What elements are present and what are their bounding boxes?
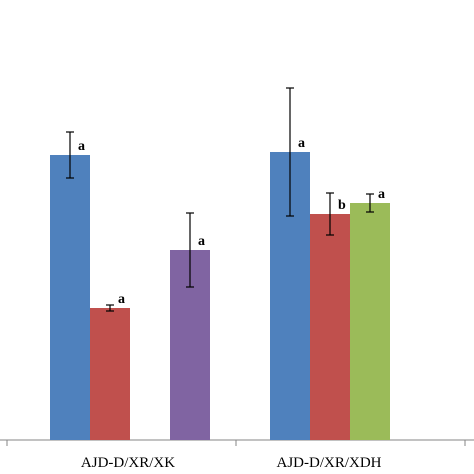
- category-label-1: AJD-D/XR/XK: [81, 455, 175, 471]
- bar-group: a: [50, 131, 90, 440]
- bar: [90, 308, 130, 440]
- significance-label: b: [338, 198, 346, 213]
- significance-label: a: [298, 136, 305, 151]
- bars-layer: a a a a b a: [50, 87, 390, 440]
- bar-group: a: [270, 87, 310, 440]
- axis-lines: [0, 439, 474, 446]
- significance-label: a: [378, 187, 385, 202]
- category-label-2: AJD-D/XR/XDH: [277, 455, 382, 471]
- bar-group: a: [90, 292, 130, 440]
- bar: [50, 155, 90, 440]
- bar-group: a: [170, 212, 210, 440]
- significance-label: a: [118, 292, 125, 307]
- labels-layer: AJD-D/XR/XK AJD-D/XR/XDH: [81, 455, 382, 471]
- significance-label: a: [198, 234, 205, 249]
- bar: [310, 214, 350, 440]
- significance-label: a: [78, 139, 85, 154]
- bar-group: a: [350, 187, 390, 440]
- bar-group: b: [310, 192, 350, 440]
- bar: [350, 203, 390, 440]
